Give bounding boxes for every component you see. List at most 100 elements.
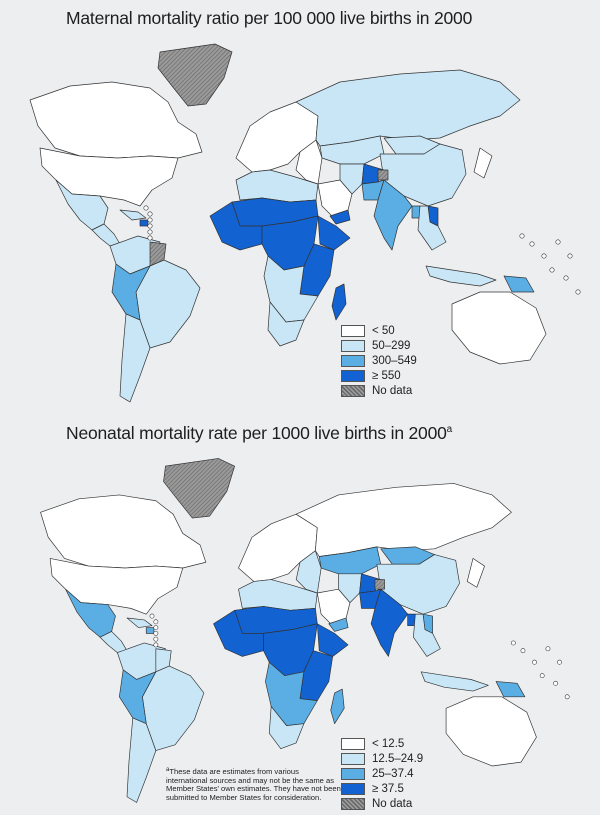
legend-swatch [341, 782, 365, 795]
region-north-africa [238, 579, 318, 611]
legend-item: No data [341, 383, 417, 398]
island-marker [575, 289, 581, 295]
island-marker [153, 630, 159, 636]
region-southern-cone [119, 313, 151, 403]
island-marker [549, 267, 555, 273]
island-marker [555, 239, 561, 245]
world-map-maternal-mortality [29, 43, 581, 403]
region-japan [466, 558, 485, 588]
legend-label: ≥ 37.5 [372, 782, 404, 795]
legend-item: < 50 [341, 323, 417, 338]
island-marker [149, 613, 155, 619]
legend-swatch [341, 324, 365, 337]
island-marker [153, 625, 159, 631]
region-australia [451, 291, 547, 365]
world-map-neonatal-mortality [40, 458, 570, 803]
island-marker [147, 211, 153, 217]
legend-label: 300–549 [372, 354, 417, 367]
island-marker [153, 636, 159, 642]
region-horn [316, 623, 349, 657]
legend-label: 50–299 [372, 339, 411, 352]
legend-item: No data [341, 796, 423, 811]
region-haiti [145, 627, 155, 634]
region-caribbean [126, 617, 153, 628]
legend-item: ≥ 37.5 [341, 781, 423, 796]
island-marker [147, 217, 153, 223]
region-north-africa [235, 169, 319, 203]
legend-label: < 50 [372, 324, 395, 337]
region-horn [317, 215, 351, 251]
region-russia [295, 483, 512, 557]
legend-swatch [341, 339, 365, 352]
region-central-asia [318, 546, 382, 575]
region-central-asia [319, 135, 385, 165]
region-south-africa [268, 706, 305, 750]
island-marker [529, 241, 535, 247]
region-se-asia [417, 205, 447, 251]
footnote: aThese data are estimates from various i… [166, 766, 342, 802]
region-yemen [329, 209, 351, 225]
region-greenland [157, 43, 233, 107]
region-png [495, 681, 526, 698]
map-title-maternal: Maternal mortality ratio per 100 000 liv… [66, 8, 472, 29]
region-russia [295, 69, 521, 147]
region-madagascar [330, 688, 345, 725]
region-india [370, 588, 408, 657]
region-bolivia-peru [118, 669, 157, 725]
legend-neonatal: < 12.5 12.5–24.9 25–37.4 ≥ 37.5 No data [341, 736, 423, 811]
island-marker [541, 253, 547, 259]
region-png [503, 275, 535, 293]
legend-label: < 12.5 [372, 737, 405, 750]
island-marker [153, 619, 159, 625]
region-iran [339, 163, 365, 195]
legend-item: ≥ 550 [341, 368, 417, 383]
island-marker [545, 646, 551, 652]
legend-swatch-nodata [341, 797, 365, 810]
island-marker [510, 640, 516, 646]
region-bolivia-peru [111, 263, 151, 321]
legend-swatch [341, 767, 365, 780]
region-iran [338, 573, 362, 603]
island-marker [564, 694, 570, 700]
footnote-marker: a [446, 424, 453, 435]
region-australia [445, 696, 537, 767]
island-marker [147, 223, 153, 229]
region-southern-cone [126, 717, 157, 803]
island-marker [563, 275, 569, 281]
legend-maternal: < 50 50–299 300–549 ≥ 550 No data [341, 323, 417, 398]
legend-label: No data [372, 384, 413, 397]
footnote-text: These data are estimates from various in… [166, 767, 341, 802]
legend-label: No data [372, 797, 413, 810]
region-kashmir [377, 169, 389, 181]
island-marker [553, 680, 559, 686]
region-haiti [139, 219, 149, 227]
legend-item: 25–37.4 [341, 766, 423, 781]
legend-label: 25–37.4 [372, 767, 414, 780]
island-marker [147, 229, 153, 235]
region-greenland [163, 458, 235, 519]
region-yemen [328, 617, 349, 632]
legend-item: 50–299 [341, 338, 417, 353]
region-indonesia [425, 265, 497, 287]
island-marker [153, 642, 159, 648]
legend-item: 300–549 [341, 353, 417, 368]
region-southern-africa [263, 255, 319, 323]
legend-item: 12.5–24.9 [341, 751, 423, 766]
legend-swatch [341, 369, 365, 382]
region-canada [29, 81, 203, 159]
legend-item: < 12.5 [341, 736, 423, 751]
island-marker [557, 659, 562, 665]
legend-swatch [341, 737, 365, 750]
map-title-neonatal: Neonatal mortality rate per 1000 live bi… [66, 423, 452, 444]
island-marker [532, 659, 537, 665]
island-marker [519, 233, 525, 239]
footnote-marker: a [166, 767, 170, 773]
region-india [373, 179, 413, 251]
map-title-text: Neonatal mortality rate per 1000 live bi… [66, 423, 447, 443]
island-marker [143, 205, 149, 211]
region-canada [40, 494, 207, 569]
legend-label: ≥ 550 [372, 369, 401, 382]
legend-swatch [341, 354, 365, 367]
region-madagascar [331, 283, 347, 321]
region-south-africa [267, 301, 305, 347]
